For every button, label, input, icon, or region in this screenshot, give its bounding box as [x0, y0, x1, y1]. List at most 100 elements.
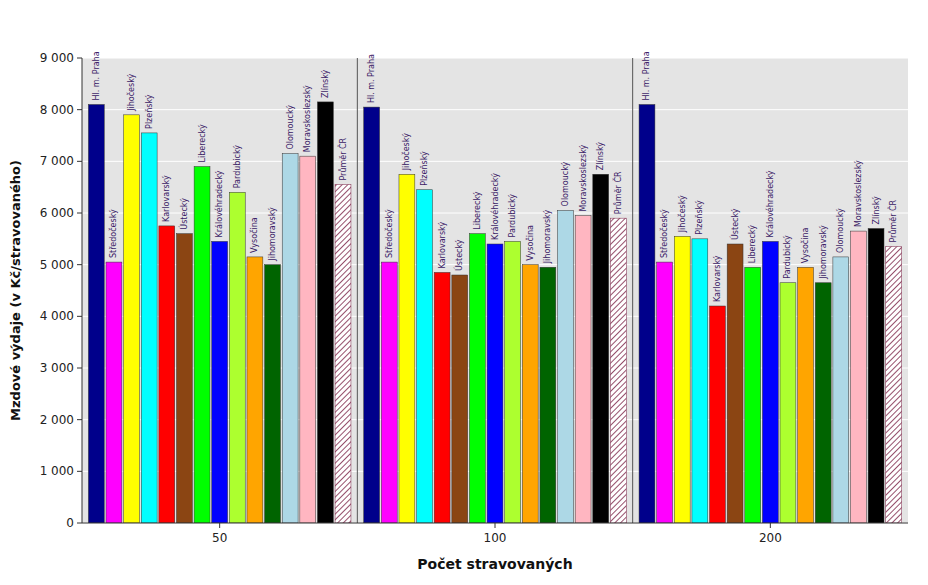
bar-region-label: Karlovarský [713, 255, 722, 302]
y-tick [77, 161, 82, 162]
x-tick [770, 523, 771, 528]
x-tick [219, 523, 220, 528]
bar [674, 236, 690, 523]
bar [657, 262, 673, 523]
bar [833, 257, 849, 523]
bar [124, 115, 140, 523]
bar [868, 229, 884, 524]
bar-region-label: Moravskoslezský [854, 160, 863, 227]
bar-region-label: Zlínský [596, 142, 605, 171]
grid-line [82, 109, 908, 110]
bar [417, 190, 433, 523]
bar-region-label: Průměr ČR [337, 137, 348, 180]
bar [194, 167, 210, 524]
bar [815, 283, 831, 523]
bar [247, 257, 263, 523]
bar-region-label: Plzeňský [419, 151, 429, 186]
bar-region-label: Olomoucký [561, 161, 570, 206]
y-tick [77, 419, 82, 420]
x-tick-label: 200 [759, 531, 782, 545]
bar [212, 241, 228, 523]
bar-region-label: Moravskoslezský [579, 144, 588, 211]
bar-region-label: Moravskoslezský [303, 85, 312, 152]
grid [82, 58, 908, 523]
bar-region-label: Středočeský [659, 209, 669, 258]
bar-labels: Hl. m. PrahaHl. m. PrahaHl. m. PrahaStře… [92, 51, 898, 302]
bar [798, 267, 814, 523]
y-tick-label: 4 000 [40, 309, 74, 323]
bar [452, 275, 468, 523]
y-tick-label: 3 000 [40, 361, 74, 375]
bar-region-label: Vysočina [800, 228, 810, 264]
y-tick [77, 109, 82, 110]
y-tick [77, 316, 82, 317]
bars [88, 102, 901, 523]
bar-region-label: Jihomoravský [819, 225, 828, 280]
bar [159, 226, 175, 523]
bar-region-label: Vysočina [249, 217, 259, 253]
bar [381, 262, 397, 523]
bar [593, 174, 609, 523]
bar-region-label: Pardubický [783, 235, 792, 279]
bar [300, 156, 316, 523]
bar [106, 262, 122, 523]
y-tick-label: 8 000 [40, 103, 74, 117]
bar [558, 210, 574, 523]
y-tick [77, 523, 82, 524]
x-axis-title: Počet stravovaných [417, 556, 572, 572]
bar [176, 234, 192, 523]
bar-region-label: Olomoucký [836, 208, 845, 253]
bar [780, 283, 796, 523]
bar-region-label: Pardubický [233, 145, 242, 189]
bar-region-label: Ústecký [178, 198, 189, 230]
y-tick [77, 58, 82, 59]
bar [727, 244, 743, 523]
bar-region-label: Ústecký [453, 239, 464, 271]
bar-region-label: Průměr ČR [887, 199, 898, 242]
bar-region-label: Královéhradecký [214, 170, 224, 237]
y-axis-title: Mzdové výdaje (v Kč/stravovaného) [8, 160, 23, 421]
bar [364, 107, 380, 523]
x-tick-label: 50 [212, 531, 227, 545]
y-tick [77, 264, 82, 265]
plot-background [82, 58, 908, 523]
bar [434, 272, 450, 523]
bar-region-label: Plzeňský [144, 94, 154, 129]
bar [141, 133, 157, 523]
bar-region-label: Královéhradecký [490, 173, 500, 240]
bar [229, 192, 245, 523]
bar [692, 239, 708, 523]
bar-region-label: Ústecký [729, 208, 740, 240]
bar-region-label: Hl. m. Praha [642, 51, 651, 100]
bar [522, 265, 538, 523]
x-tick [495, 523, 496, 528]
bar [745, 267, 761, 523]
bar [639, 105, 655, 524]
bar-region-label: Karlovarský [438, 222, 447, 269]
bar-region-label: Jihomoravský [543, 210, 552, 265]
bar-region-label: Pardubický [508, 194, 517, 238]
x-axis: 50100200 [212, 523, 782, 545]
bar-region-label: Zlínský [872, 196, 881, 225]
y-tick-label: 7 000 [40, 154, 74, 168]
y-tick [77, 213, 82, 214]
chart: 01 0002 0003 0004 0005 0006 0007 0008 00… [0, 0, 928, 585]
bar-region-label: Hl. m. Praha [367, 54, 376, 103]
y-tick-label: 0 [66, 516, 74, 530]
bar [575, 216, 591, 523]
y-axis: 01 0002 0003 0004 0005 0006 0007 0008 00… [40, 51, 82, 530]
y-tick-label: 5 000 [40, 258, 74, 272]
bar [282, 154, 298, 523]
bar-region-label: Jihomoravský [268, 207, 277, 262]
y-tick-label: 2 000 [40, 413, 74, 427]
y-tick-label: 1 000 [40, 464, 74, 478]
bar [540, 267, 556, 523]
y-axis-line [82, 58, 83, 523]
y-tick [77, 368, 82, 369]
bar [487, 244, 503, 523]
bar [710, 306, 726, 523]
bar [399, 174, 415, 523]
bar [762, 241, 778, 523]
bar [335, 185, 351, 523]
bar-region-label: Jihočeský [677, 195, 687, 233]
